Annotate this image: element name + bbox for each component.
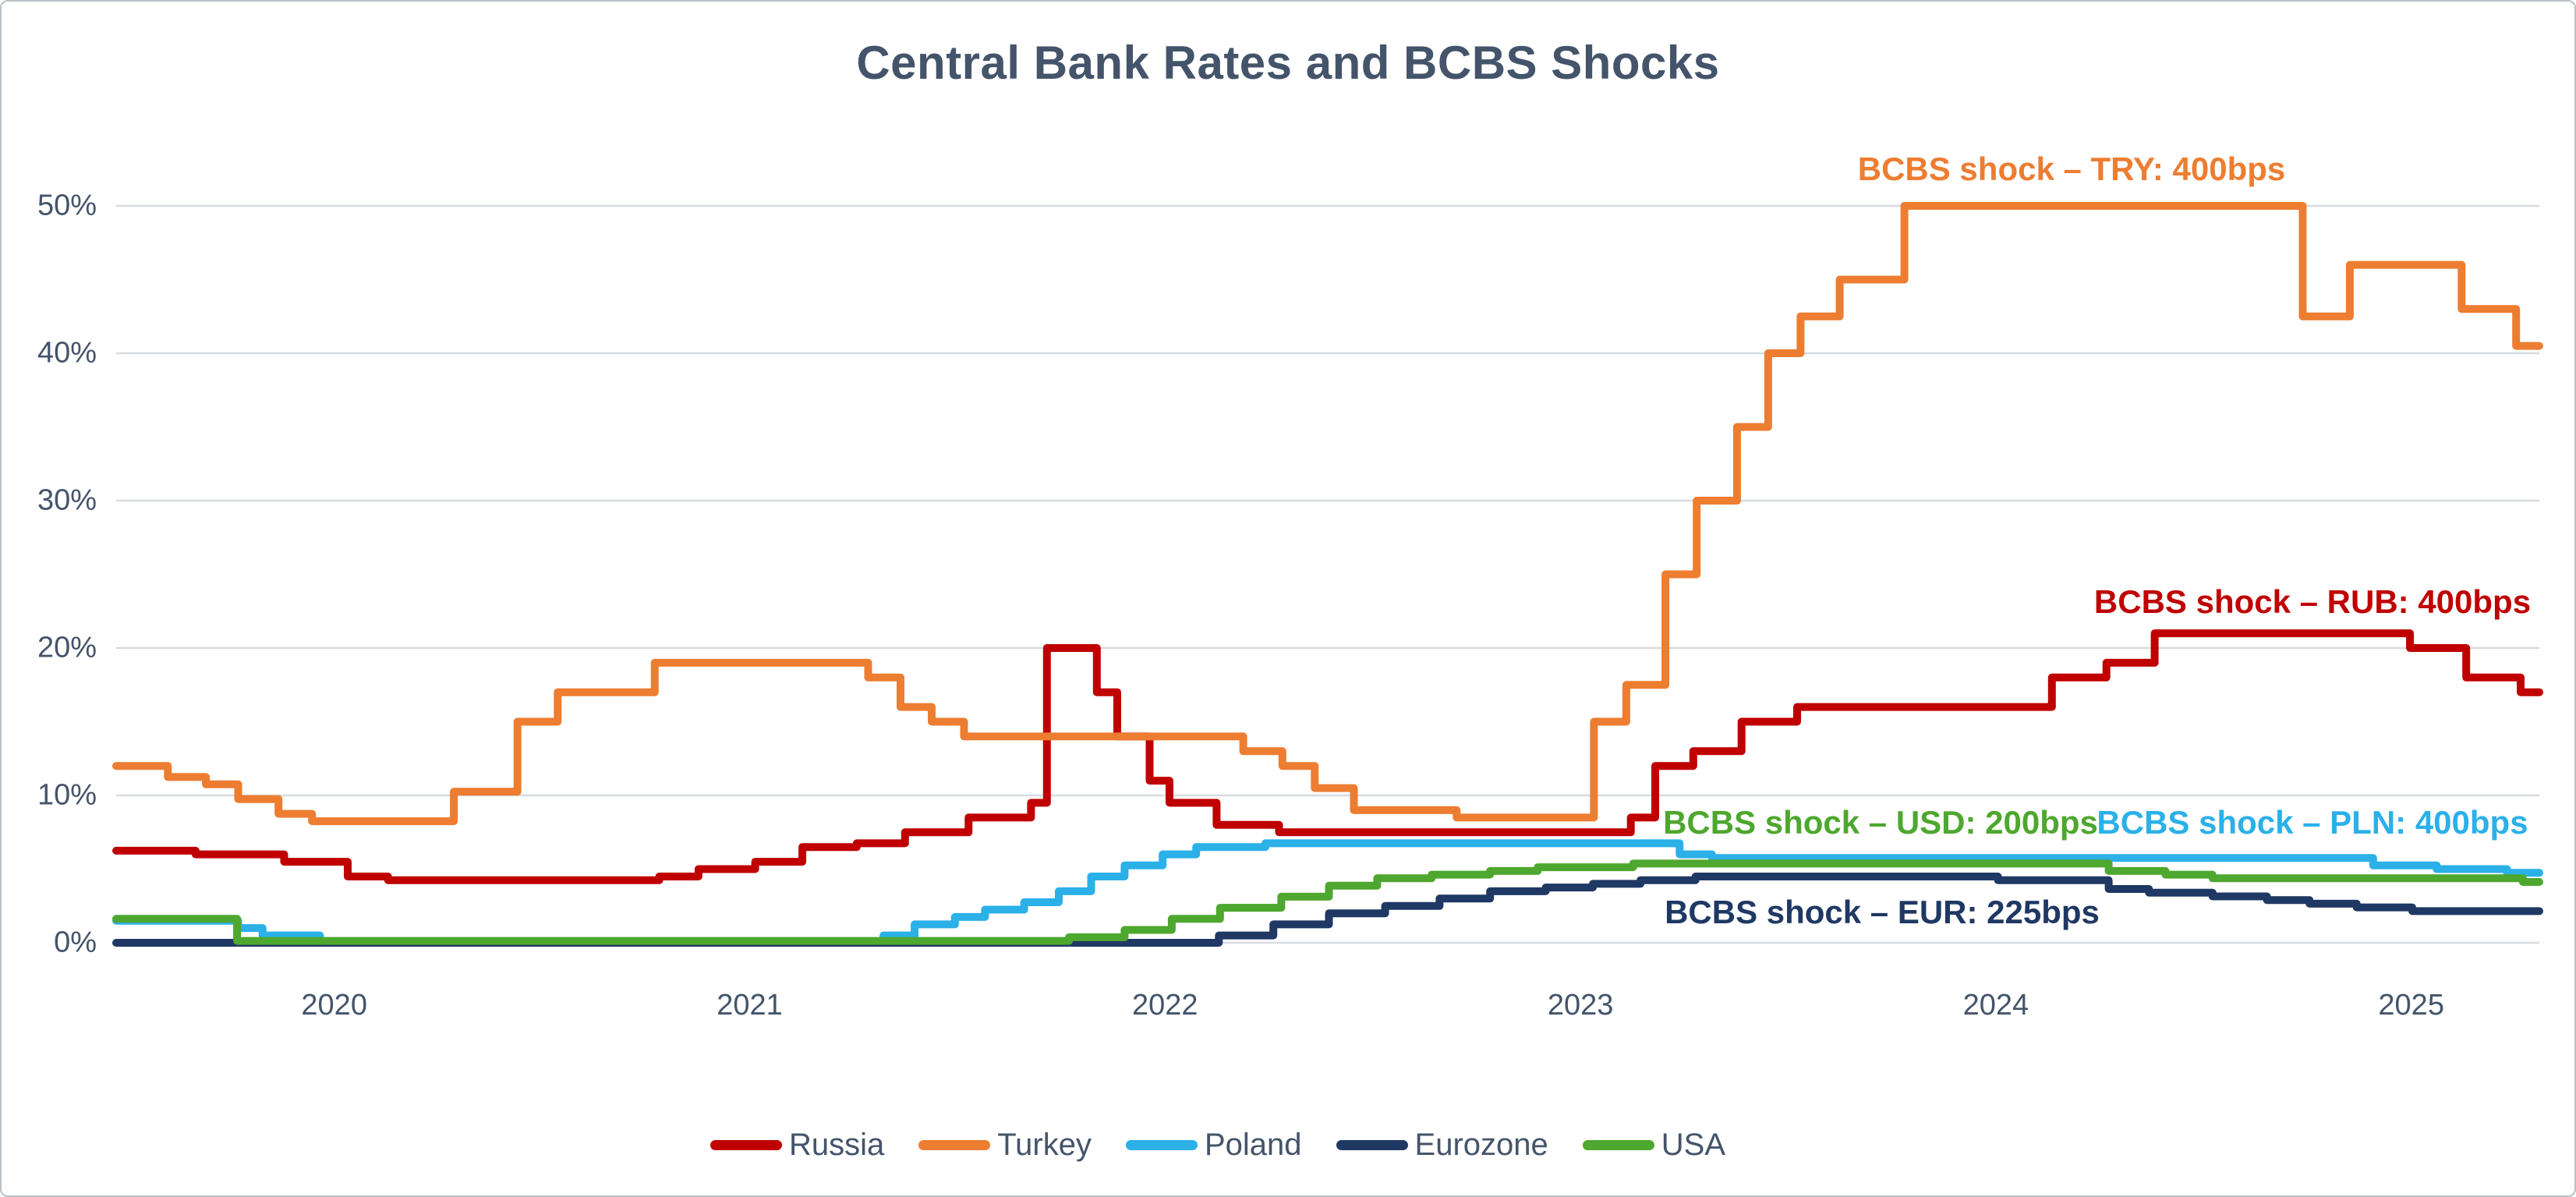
y-axis-tick-label: 50%: [37, 189, 97, 222]
x-axis-tick-label: 2024: [1962, 989, 2029, 1022]
annotation-pln: BCBS shock – PLN: 400bps: [2097, 804, 2528, 841]
annotation-rub: BCBS shock – RUB: 400bps: [2093, 583, 2532, 620]
series-line-eurozone: [112, 873, 2543, 947]
y-axis-tick-label: 20%: [37, 631, 97, 664]
legend-swatch-icon: [1336, 1140, 1408, 1150]
x-axis-tick-label: 2023: [1547, 989, 1614, 1022]
y-axis-tick-label: 40%: [37, 336, 97, 370]
y-axis-tick-label: 10%: [37, 778, 97, 812]
legend-swatch-icon: [1125, 1140, 1198, 1150]
legend-label: Poland: [1204, 1128, 1302, 1162]
legend-swatch-icon: [918, 1140, 991, 1150]
legend-item: Turkey: [918, 1128, 1092, 1163]
y-axis-tick-label: 30%: [37, 483, 97, 517]
annotation-usd: BCBS shock – USD: 200bps: [1663, 804, 2098, 841]
x-axis-tick-label: 2022: [1132, 989, 1198, 1022]
legend-label: Eurozone: [1414, 1128, 1548, 1162]
legend-item: Russia: [709, 1128, 885, 1163]
legend: Russia Turkey Poland Eurozone USA: [2, 1128, 2504, 1163]
annotation-try: BCBS shock – TRY: 400bps: [1857, 151, 2286, 187]
legend-label: USA: [1661, 1128, 1726, 1162]
legend-item: USA: [1582, 1128, 1726, 1163]
legend-swatch-icon: [709, 1140, 782, 1150]
legend-item: Eurozone: [1336, 1128, 1548, 1163]
legend-label: Turkey: [997, 1128, 1092, 1162]
y-axis-tick-label: 0%: [54, 926, 97, 959]
legend-label: Russia: [788, 1128, 885, 1162]
x-axis-tick-label: 2025: [2378, 989, 2444, 1022]
series-line-usa: [112, 859, 2543, 945]
legend-item: Poland: [1125, 1128, 1302, 1163]
chart-title: Central Bank Rates and BCBS Shocks: [856, 37, 1720, 89]
series-line-turkey: [112, 202, 2543, 826]
x-axis-tick-label: 2021: [717, 989, 783, 1022]
annotation-eur: BCBS shock – EUR: 225bps: [1665, 894, 2100, 930]
legend-swatch-icon: [1582, 1140, 1654, 1150]
x-axis-tick-label: 2020: [301, 989, 367, 1022]
